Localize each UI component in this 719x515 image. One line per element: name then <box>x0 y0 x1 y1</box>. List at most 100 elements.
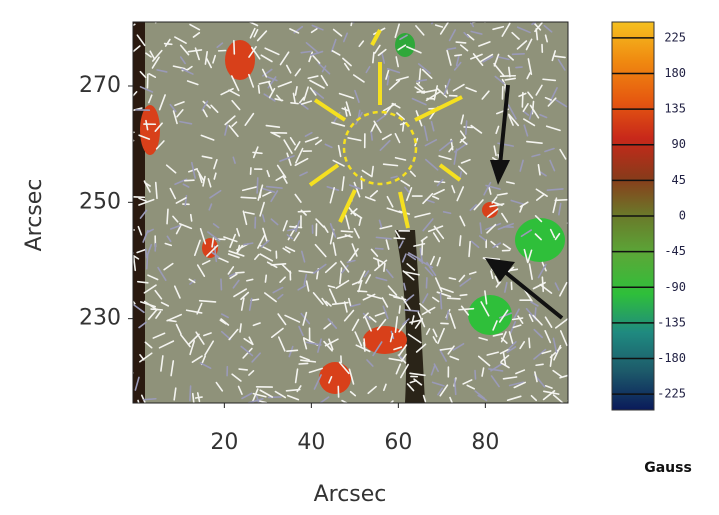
flow-line <box>474 369 477 380</box>
flow-line <box>309 87 317 96</box>
flow-line <box>355 344 371 353</box>
flow-line <box>386 207 403 214</box>
flow-line <box>551 50 557 62</box>
flow-line <box>539 171 547 177</box>
flow-line <box>483 181 492 196</box>
flow-line <box>534 233 542 241</box>
flow-line <box>422 394 427 403</box>
flow-line <box>378 219 383 228</box>
flow-line <box>248 336 254 345</box>
flow-line <box>344 214 350 230</box>
flow-line <box>332 28 343 37</box>
flow-line <box>275 174 286 182</box>
flow-line <box>527 91 534 99</box>
flow-line <box>134 376 140 391</box>
flow-line <box>176 109 184 118</box>
x-tick-label: 40 <box>297 430 325 455</box>
flow-line <box>522 103 529 113</box>
flow-line <box>207 231 221 242</box>
flow-line <box>557 58 566 71</box>
flow-line <box>146 243 153 256</box>
flow-line <box>243 242 254 246</box>
flow-line <box>294 68 302 77</box>
flow-line <box>240 196 257 200</box>
flow-line <box>317 62 331 75</box>
flow-line <box>209 189 222 199</box>
flow-line <box>152 332 166 339</box>
flow-line <box>166 208 169 225</box>
flow-line <box>331 121 346 127</box>
flow-line <box>193 239 201 257</box>
flow-line <box>542 390 556 401</box>
flow-line <box>179 44 190 56</box>
flow-line <box>158 340 175 349</box>
flow-line <box>192 32 201 38</box>
flow-line <box>534 371 538 383</box>
flow-line <box>365 65 371 74</box>
flow-line <box>235 271 245 274</box>
flow-line <box>310 50 324 56</box>
flow-line <box>439 384 449 397</box>
flow-line <box>413 242 426 247</box>
flow-line <box>298 362 309 365</box>
flow-line <box>549 228 556 239</box>
flow-line <box>307 75 319 80</box>
black-arrow <box>503 270 564 320</box>
flow-line <box>449 355 460 361</box>
flow-line <box>443 78 451 95</box>
flow-line <box>303 273 308 286</box>
flow-line <box>486 223 497 234</box>
flow-line <box>432 336 438 344</box>
flow-line <box>343 32 348 43</box>
flow-line <box>328 288 338 305</box>
flow-line <box>545 125 561 132</box>
green-patch <box>515 218 565 262</box>
flow-line <box>175 197 187 204</box>
flow-line <box>191 161 196 179</box>
flow-line <box>566 222 568 224</box>
flow-line <box>509 320 517 336</box>
flow-line <box>228 328 239 341</box>
flow-line <box>253 28 259 38</box>
flow-line <box>477 394 488 402</box>
red-patch <box>363 326 407 354</box>
flow-line <box>331 301 349 306</box>
flow-line <box>339 260 350 273</box>
flow-line <box>530 301 539 307</box>
plot-frame <box>132 21 569 404</box>
colorbar-tick-label: 0 <box>679 209 686 223</box>
flow-line <box>366 359 374 367</box>
flow-line <box>169 103 177 113</box>
flow-line <box>434 277 443 293</box>
flow-line <box>189 279 196 285</box>
flow-line <box>251 46 261 60</box>
flow-line <box>480 301 490 317</box>
flow-line <box>279 276 286 283</box>
flow-line <box>341 264 349 274</box>
flow-line <box>309 79 325 89</box>
flow-line <box>433 188 445 196</box>
flow-line <box>228 272 237 278</box>
green-patch <box>468 295 512 335</box>
flow-line <box>388 79 401 91</box>
flow-line <box>508 66 511 78</box>
flow-line <box>459 215 466 227</box>
flow-line <box>347 297 352 307</box>
flow-line <box>195 331 205 345</box>
flow-line <box>385 68 390 80</box>
dashed-circle <box>342 110 418 186</box>
flow-line <box>155 140 165 150</box>
flow-line <box>533 348 547 360</box>
flow-line <box>466 33 475 41</box>
flow-line <box>201 155 213 159</box>
flow-line <box>371 165 374 178</box>
flow-line <box>558 202 562 216</box>
flow-line <box>535 188 548 198</box>
flow-line <box>506 346 517 353</box>
flow-line <box>375 236 392 240</box>
flow-line <box>367 385 377 395</box>
flow-line <box>484 290 488 305</box>
flow-line <box>400 363 409 379</box>
flow-line <box>376 113 388 123</box>
flow-line <box>211 251 220 258</box>
